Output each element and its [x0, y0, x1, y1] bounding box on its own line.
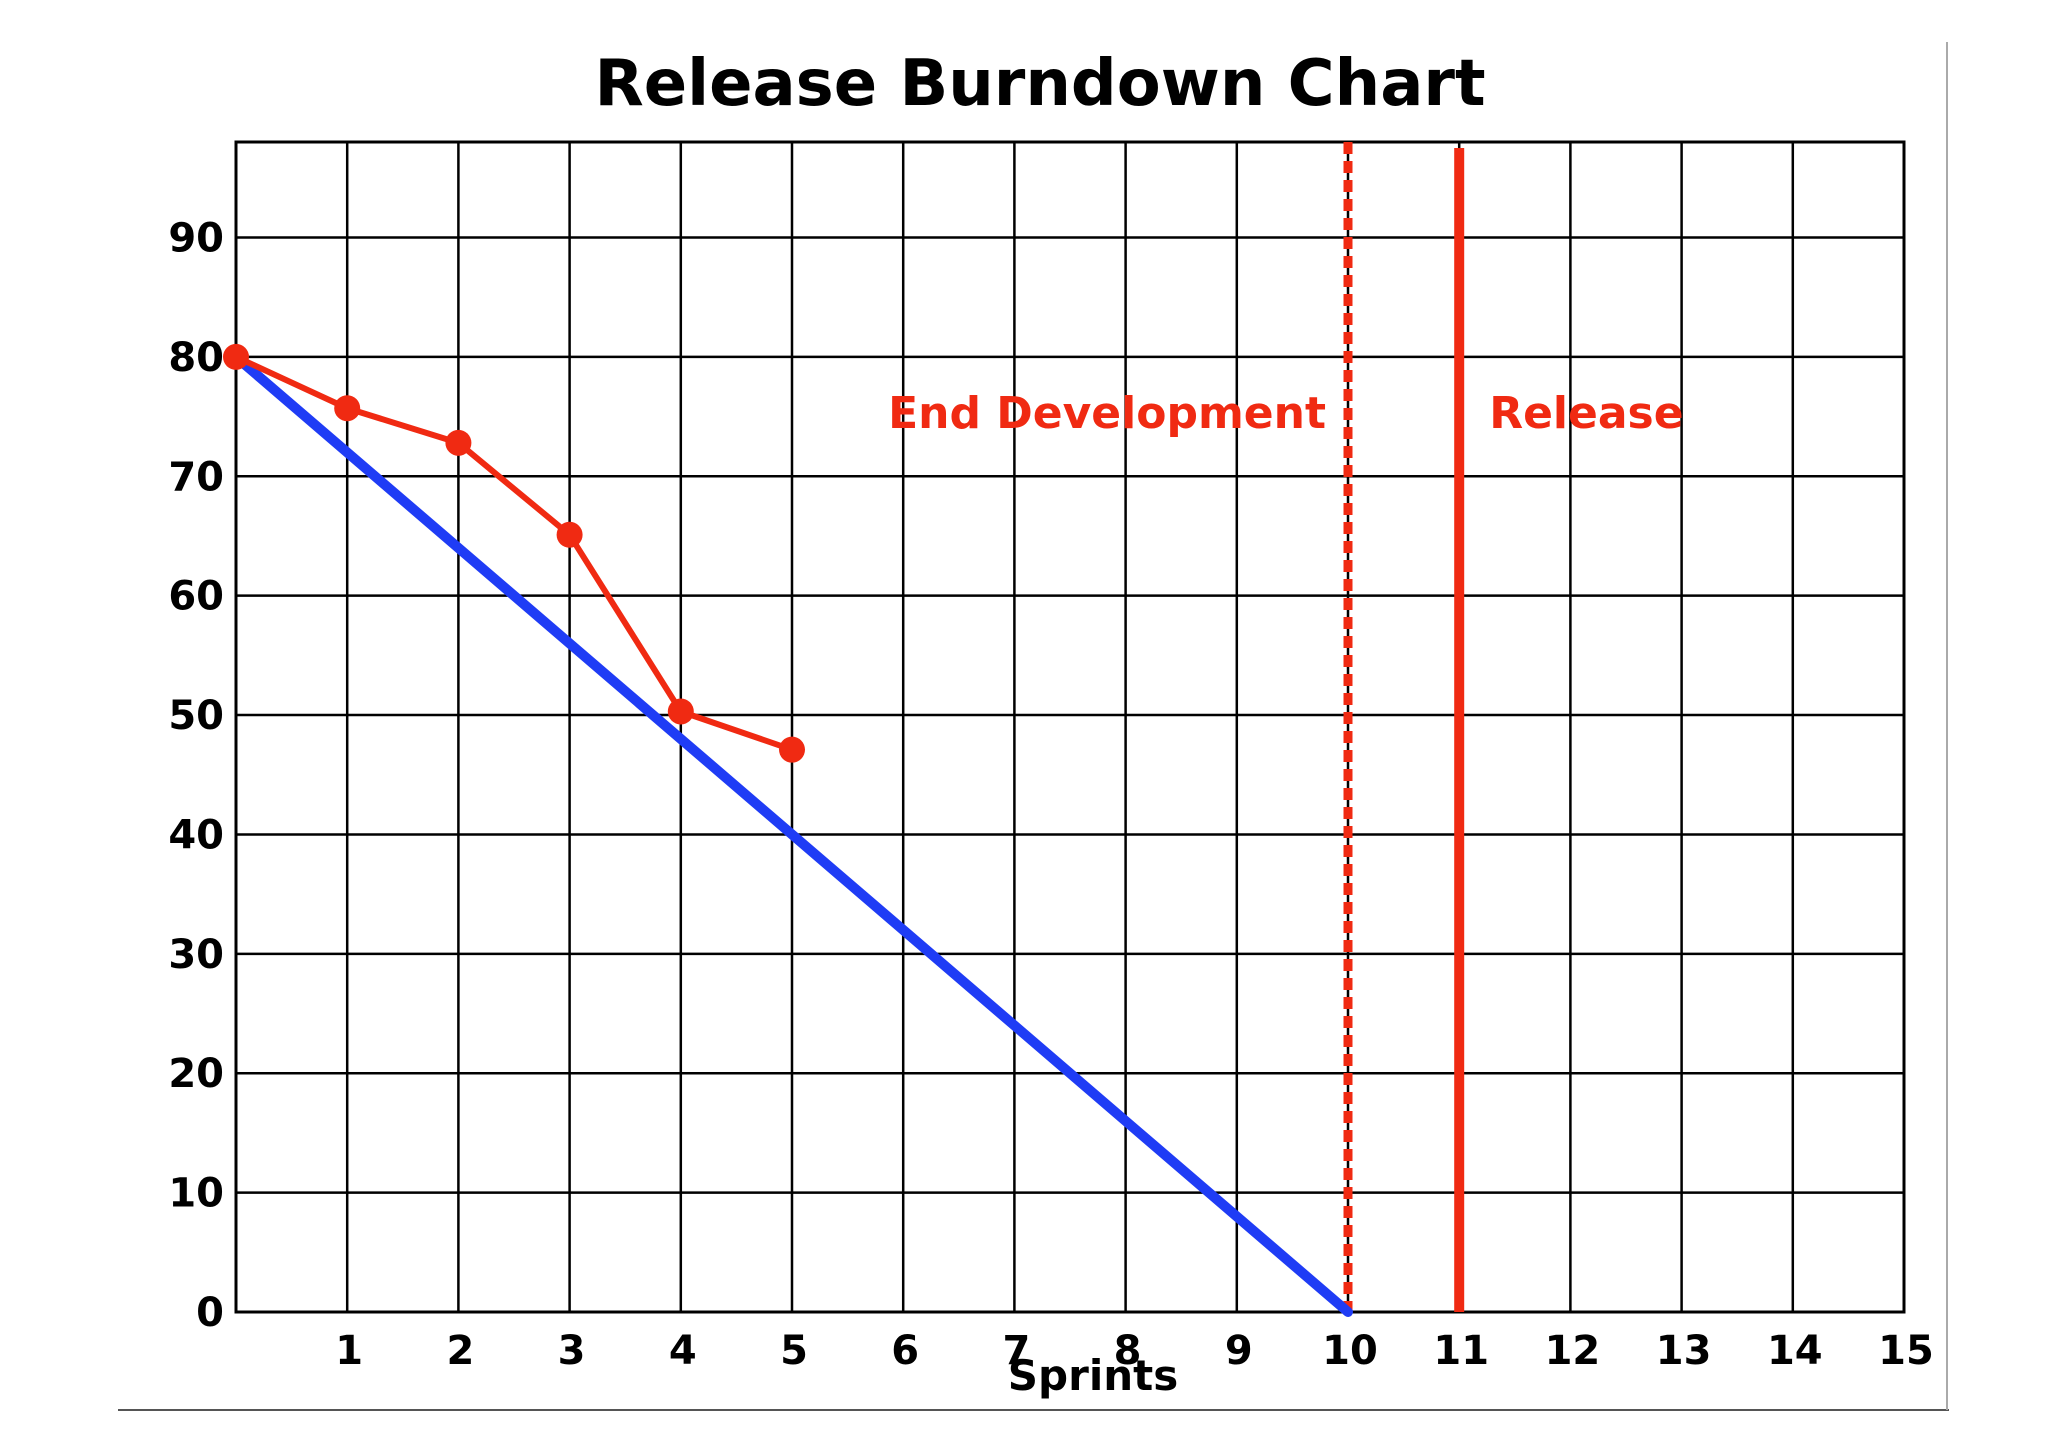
actual-point-sprint-5 — [779, 736, 805, 763]
y-tick-label-20: 20 — [168, 1051, 224, 1097]
y-tick-label-80: 80 — [168, 335, 224, 381]
y-tick-label-70: 70 — [168, 454, 224, 500]
marker-label-end-development: End Development — [888, 388, 1326, 439]
x-tick-label-8: 8 — [1114, 1328, 1142, 1374]
actual-point-sprint-1 — [334, 395, 361, 422]
series — [223, 343, 1353, 1317]
actual-point-sprint-4 — [667, 698, 694, 725]
y-tick-label-0: 0 — [196, 1290, 224, 1336]
y-tick-label-40: 40 — [168, 812, 224, 858]
actual-point-sprint-0 — [223, 343, 249, 370]
x-tick-label-2: 2 — [446, 1328, 474, 1374]
x-tick-label-13: 13 — [1656, 1328, 1712, 1374]
x-tick-label-4: 4 — [669, 1328, 697, 1374]
plot-border — [234, 140, 1906, 1314]
x-tick-label-10: 10 — [1322, 1328, 1378, 1374]
x-tick-label-7: 7 — [1002, 1328, 1030, 1374]
y-tick-label-50: 50 — [168, 693, 224, 739]
marker-label-release: Release — [1489, 388, 1683, 439]
y-tick-label-60: 60 — [168, 574, 224, 620]
actual-point-sprint-3 — [556, 521, 583, 548]
actual-point-sprint-2 — [445, 429, 472, 456]
actual-burndown-line — [234, 354, 793, 753]
x-tick-label-12: 12 — [1545, 1328, 1601, 1374]
x-tick-label-9: 9 — [1225, 1328, 1253, 1374]
ideal-burndown-line — [231, 351, 1353, 1317]
y-tick-label-10: 10 — [168, 1171, 224, 1217]
x-tick-label-15: 15 — [1878, 1328, 1934, 1374]
x-tick-label-1: 1 — [335, 1328, 363, 1374]
vertical-markers: End Development Release — [888, 142, 1684, 1312]
x-tick-label-14: 14 — [1767, 1328, 1823, 1374]
x-tick-label-5: 5 — [780, 1328, 808, 1374]
chart-title: Release Burndown Chart — [594, 47, 1485, 121]
x-tick-label-3: 3 — [558, 1328, 586, 1374]
x-tick-label-6: 6 — [891, 1328, 919, 1374]
grid — [234, 140, 1906, 1314]
y-tick-label-90: 90 — [168, 216, 224, 262]
x-axis-label: Sprints — [1008, 1351, 1178, 1400]
x-tick-label-11: 11 — [1433, 1328, 1489, 1374]
y-tick-label-30: 30 — [168, 932, 224, 978]
